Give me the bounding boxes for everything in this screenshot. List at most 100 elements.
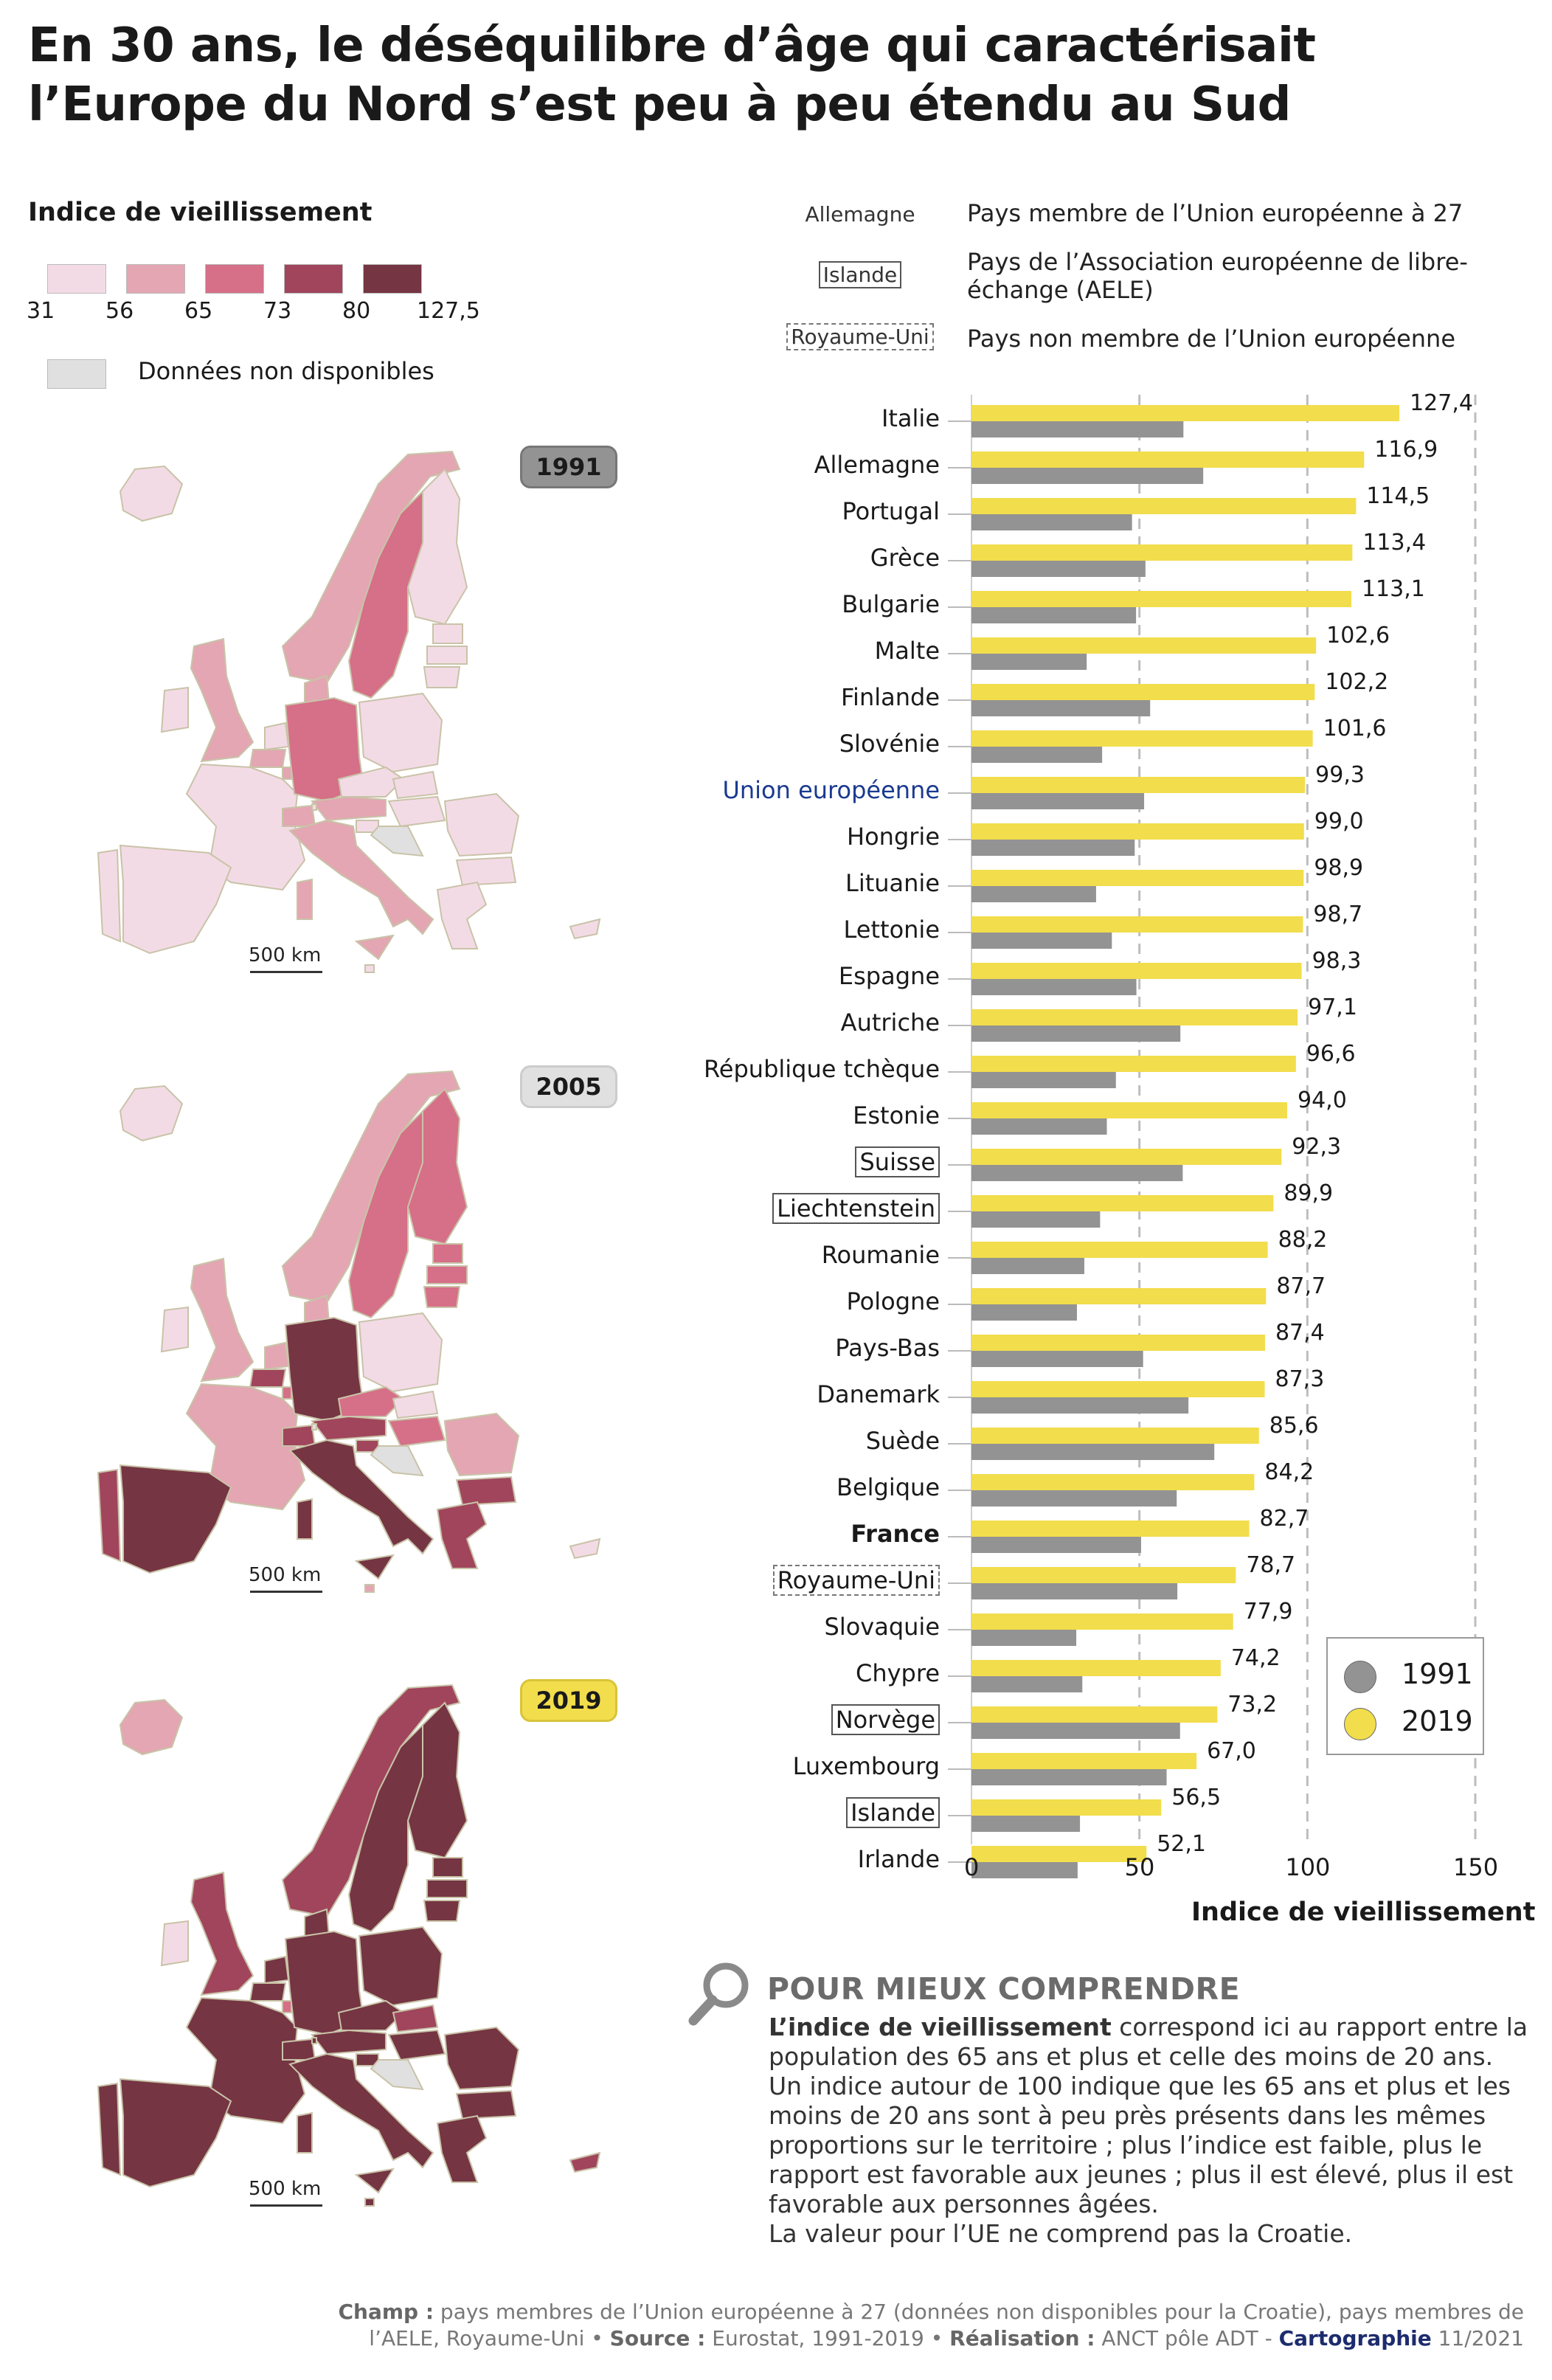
map-country-espagne [119, 2078, 232, 2188]
bar-1991 [971, 607, 1137, 623]
scale-label: 500 km [249, 1564, 322, 1586]
bar-2019 [971, 1056, 1296, 1072]
map-country-italie [288, 819, 434, 935]
scale-bar [250, 971, 322, 973]
category-label: Estonie [853, 1101, 940, 1130]
map-country-bulgarie [455, 856, 517, 887]
map-country-portugal [97, 2082, 122, 2176]
category-label-text: Italie [881, 404, 940, 432]
map-country-finlande [406, 1701, 468, 1859]
map-country-finlande [406, 468, 468, 626]
category-label-text: Espagne [838, 962, 940, 990]
value-label: 67,0 [1207, 1738, 1256, 1764]
map-country-islande [119, 465, 184, 522]
bar-1991 [971, 1211, 1101, 1228]
bar-2019 [971, 1613, 1233, 1630]
map-2005 [97, 1070, 601, 1593]
bar-2019 [971, 544, 1353, 561]
legend-label-1991: 1991 [1402, 1658, 1473, 1690]
category-label: Belgique [836, 1473, 940, 1502]
map-country-italie [297, 1498, 313, 1540]
map-country-belgique [249, 1369, 287, 1388]
value-label: 98,7 [1313, 902, 1363, 927]
bar-1991 [971, 514, 1132, 530]
bar-1991 [971, 1676, 1083, 1692]
value-label: 52,1 [1157, 1831, 1207, 1857]
legend-break-label: 80 [342, 298, 371, 324]
bar-2019 [971, 916, 1303, 933]
category-label: Hongrie [847, 822, 940, 851]
category-label-text: Norvège [831, 1704, 940, 1735]
value-label: 113,1 [1361, 576, 1425, 602]
bar-1991 [971, 1304, 1077, 1321]
map-country-grèce [436, 881, 488, 949]
value-label: 99,0 [1314, 809, 1364, 834]
map-country-liechtenstein [311, 1423, 317, 1431]
bar-1991 [971, 886, 1096, 902]
value-label: 116,9 [1374, 437, 1438, 463]
bar-1991 [971, 1490, 1177, 1506]
value-label: 97,1 [1308, 994, 1357, 1020]
bar-1991 [971, 700, 1151, 716]
bar-1991 [971, 793, 1145, 809]
bar-2019 [971, 1195, 1274, 1211]
category-label: Espagne [839, 961, 940, 991]
map-country-pays-bas [264, 1955, 290, 1985]
map-country-suisse [282, 1424, 316, 1447]
category-label: Luxembourg [793, 1751, 940, 1781]
map-country-royaume-uni [190, 1257, 254, 1383]
legend-break-label: 56 [105, 298, 134, 324]
value-label: 127,4 [1410, 390, 1473, 416]
explainer-text: correspond ici au rapport entre la popul… [769, 2013, 1528, 2218]
page-title: En 30 ans, le déséquilibre d’âge qui car… [28, 18, 1316, 132]
value-label: 98,9 [1314, 855, 1364, 881]
value-label: 89,9 [1283, 1180, 1334, 1206]
value-label: 96,6 [1306, 1041, 1356, 1067]
category-label: République tchèque [704, 1054, 940, 1084]
category-label: Allemagne [814, 450, 940, 480]
map-country-irlande [160, 686, 189, 733]
map-country-pologne [358, 1926, 443, 2007]
value-label: 87,4 [1275, 1320, 1325, 1346]
legend-label-2019: 2019 [1402, 1705, 1473, 1737]
map-country-italie [297, 2111, 313, 2154]
footer-realisation: ANCT pôle ADT - [1095, 2326, 1279, 2350]
category-label: Lituanie [845, 868, 940, 898]
map-country-bulgarie [455, 1476, 517, 1506]
category-label-text: République tchèque [703, 1055, 940, 1083]
map-country-roumanie [443, 1412, 520, 1477]
bar-2019 [971, 1521, 1250, 1537]
bar-2019 [971, 1799, 1162, 1816]
map-country-italie [297, 878, 313, 920]
map-country-luxembourg [282, 1386, 292, 1400]
footer-champ: pays membres de l’Union européenne à 27 … [369, 2300, 1524, 2350]
category-label: Suède [866, 1426, 940, 1456]
map-country-espagne [119, 1464, 232, 1574]
category-label-text: Luxembourg [792, 1752, 940, 1780]
value-label: 87,3 [1275, 1366, 1325, 1392]
value-label: 77,9 [1243, 1599, 1293, 1625]
bar-1991 [971, 421, 1184, 437]
x-tick-label: 0 [964, 1853, 980, 1881]
category-label-text: Malte [874, 637, 940, 665]
category-label: Pays-Bas [835, 1333, 940, 1363]
legend-dot-1991 [1344, 1661, 1376, 1693]
map-country-lituanie [423, 666, 461, 688]
category-label-text: Finlande [840, 683, 940, 711]
map-country-autriche [311, 795, 387, 822]
legend-eu-key-text: Allemagne [805, 202, 915, 226]
category-label-text: Pays-Bas [835, 1334, 940, 1362]
bar-2019 [971, 1753, 1197, 1769]
bar-1991 [971, 1258, 1084, 1274]
category-label: Irlande [858, 1844, 940, 1874]
map-country-croatie [370, 2059, 424, 2091]
map-country-norvège [281, 1070, 461, 1304]
category-label: Suisse [855, 1146, 940, 1177]
footer-credits: Champ : pays membres de l’Union européen… [270, 2299, 1524, 2352]
map-country-liechtenstein [311, 803, 317, 811]
bar-1991 [971, 840, 1135, 856]
map-country-lettonie [426, 1879, 468, 1898]
value-label: 101,6 [1323, 716, 1387, 741]
legend-efta-key-text: Islande [818, 261, 902, 288]
year-badge-1991: 1991 [520, 446, 617, 488]
